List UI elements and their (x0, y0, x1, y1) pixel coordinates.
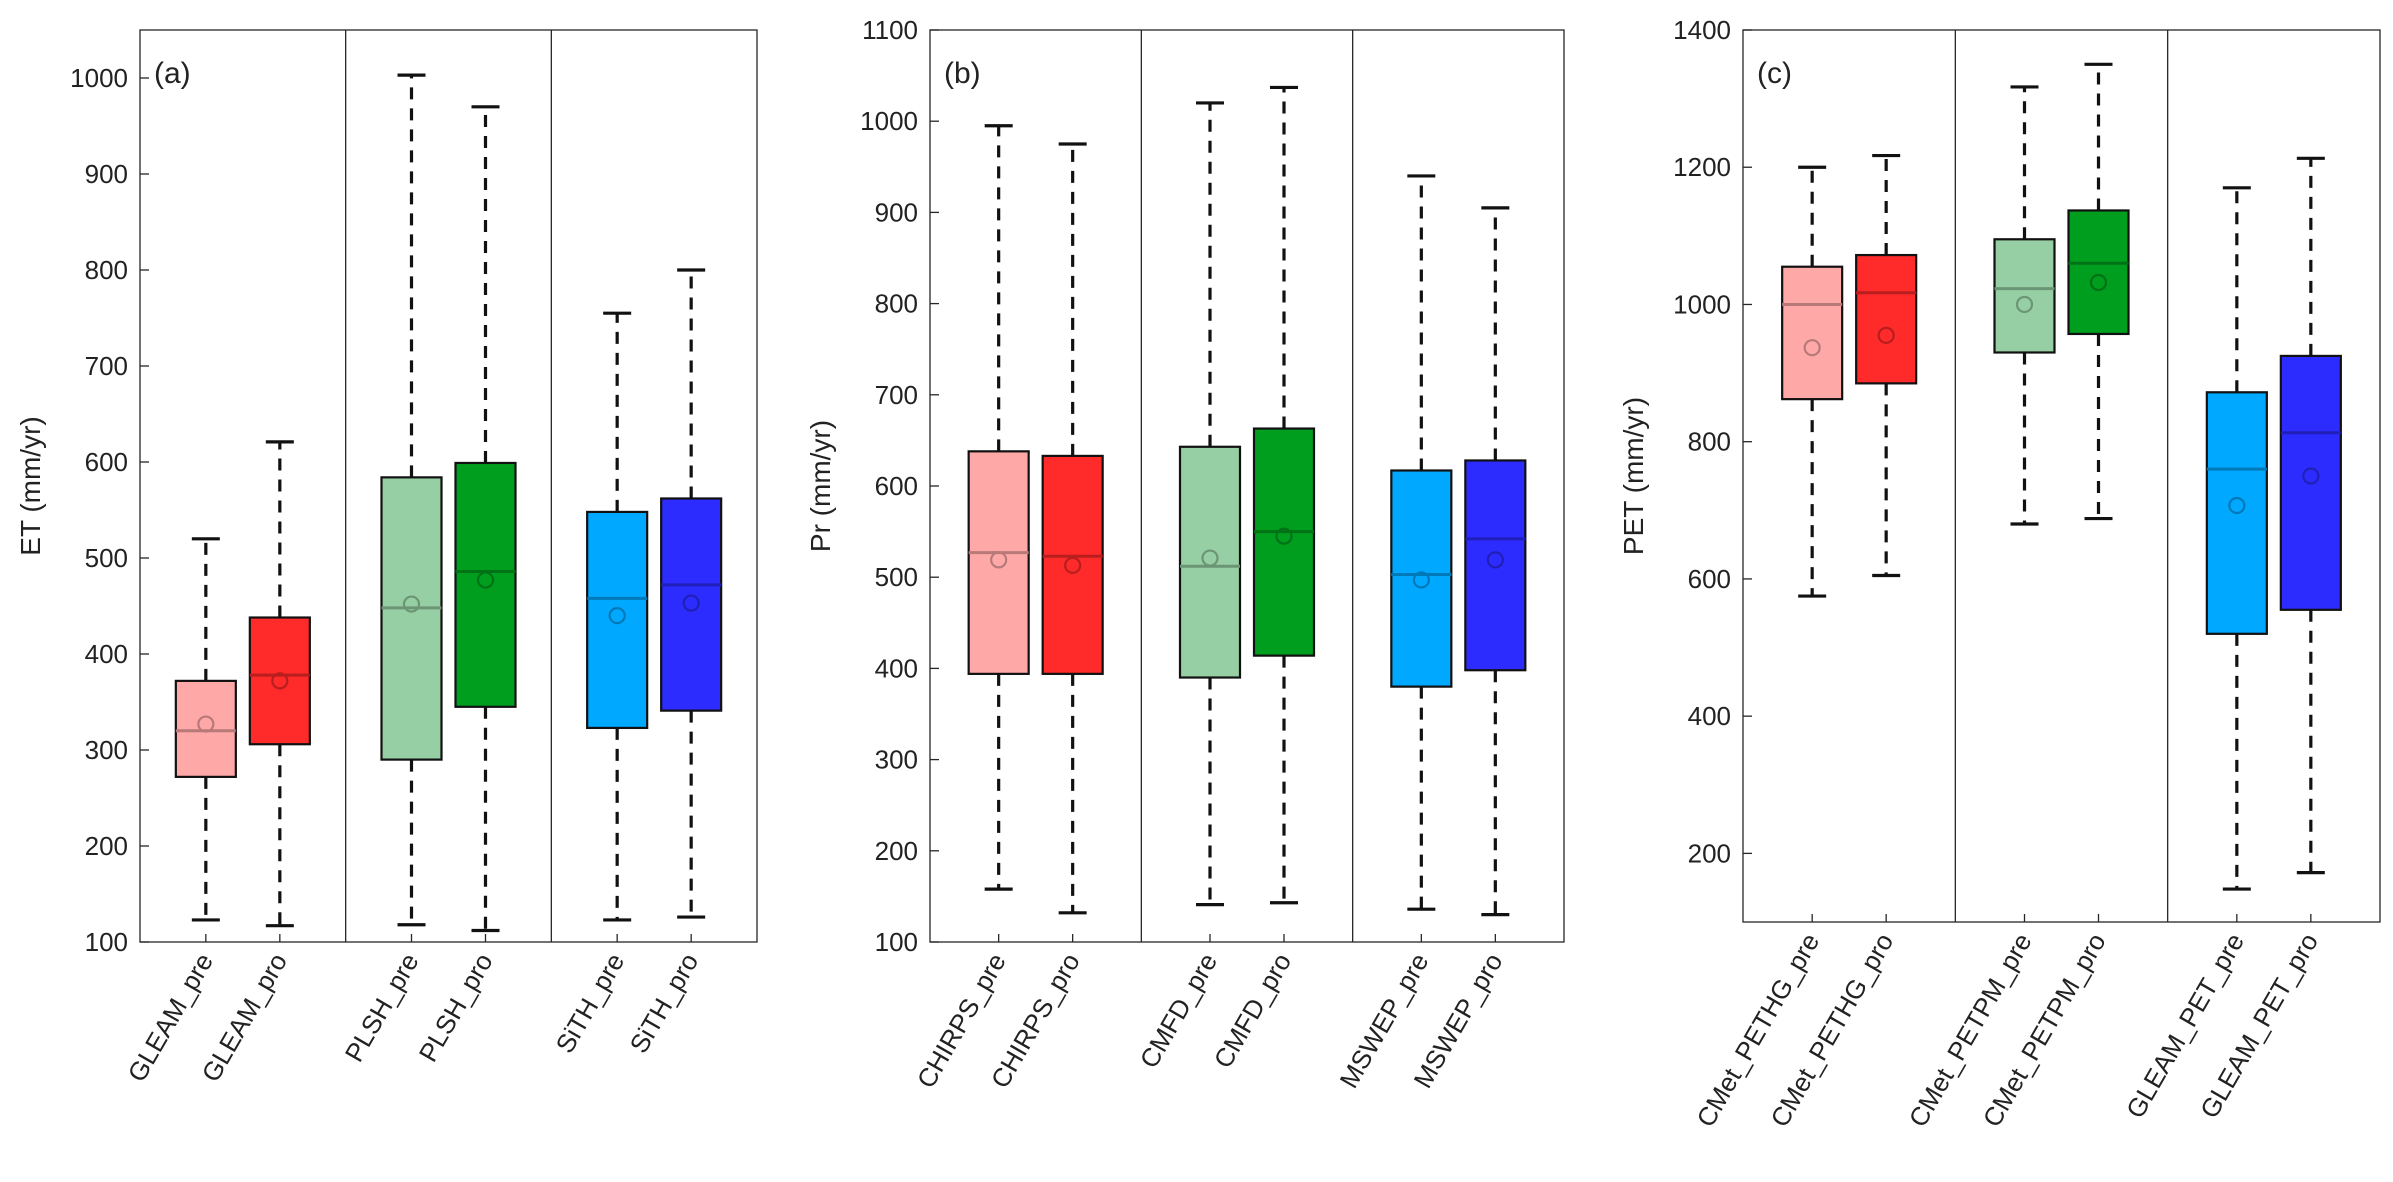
y-tick-label: 400 (85, 639, 128, 669)
panel-label: (a) (154, 57, 191, 90)
iqr-box (1464, 459, 1527, 672)
iqr-box (1252, 427, 1316, 657)
y-tick-label: 800 (1688, 427, 1731, 457)
y-tick-label: 200 (1688, 838, 1731, 868)
iqr-box (248, 616, 311, 746)
mean-marker (2015, 295, 2034, 314)
y-axis-label: ET (mm/yr) (15, 416, 46, 555)
y-tick-label: 400 (875, 653, 918, 683)
mean-marker (402, 595, 421, 613)
iqr-box (1855, 253, 1918, 385)
y-tick-label: 200 (875, 836, 918, 866)
iqr-box (967, 450, 1030, 675)
box-CMet_PETPM_pre: CMet_PETPM_pre (1903, 85, 2056, 1132)
y-tick-label: 900 (85, 159, 128, 189)
chart-panel-3: 200 400 600 800 1000 1200 1400 PET (mm/yr) (c) CM… (1618, 15, 2381, 1132)
y-tick-label: 1000 (860, 106, 918, 136)
box-CMFD_pre: CMFD_pre (1134, 101, 1242, 1073)
y-tick-label: 100 (85, 927, 128, 957)
y-tick-label: 400 (1688, 701, 1731, 731)
iqr-box (380, 476, 443, 761)
y-tick-label: 1400 (1673, 15, 1731, 45)
iqr-box (586, 510, 649, 730)
y-tick-label: 900 (875, 197, 918, 227)
panel-label: (b) (944, 57, 981, 90)
panel-label: (c) (1757, 57, 1792, 90)
y-tick-label: 1200 (1673, 152, 1731, 182)
mean-marker (476, 571, 495, 589)
box-GLEAM_PET_pre: GLEAM_PET_pre (2120, 186, 2268, 1123)
y-tick-label: 600 (85, 447, 128, 477)
y-tick-label: 600 (875, 471, 918, 501)
x-tick-label: SiTH_pro (623, 948, 704, 1058)
mean-marker (271, 672, 289, 690)
y-tick-label: 600 (1688, 564, 1731, 594)
y-tick-label: 500 (875, 562, 918, 592)
box-PLSH_pre: PLSH_pre (339, 73, 443, 1067)
x-tick-label: SiTH_pre (549, 948, 630, 1058)
plot-frame (1742, 29, 2381, 923)
y-axis-label: Pr (mm/yr) (805, 420, 836, 552)
iqr-box (1041, 454, 1104, 675)
mean-marker (2089, 273, 2108, 292)
box-SiTH_pre: SiTH_pre (549, 311, 649, 1058)
iqr-box (1178, 445, 1242, 679)
y-tick-label: 300 (875, 745, 918, 775)
iqr-box (454, 461, 517, 708)
iqr-box (660, 497, 723, 712)
plot-frame (139, 29, 758, 943)
x-tick-label: PLSH_pro (413, 948, 499, 1067)
mean-marker (2302, 467, 2320, 485)
mean-marker (1064, 556, 1082, 574)
mean-marker (608, 606, 626, 625)
mean-marker (1201, 549, 1219, 567)
y-tick-label: 800 (85, 255, 128, 285)
y-tick-label: 1100 (862, 15, 918, 45)
iqr-box (2067, 209, 2130, 336)
mean-marker (990, 551, 1008, 569)
y-tick-label: 200 (85, 831, 128, 861)
y-tick-label: 1000 (1673, 289, 1731, 319)
y-tick-label: 100 (875, 927, 918, 957)
mean-marker (1803, 339, 1821, 357)
chart-panel-2: 100 200 300 400 500 600 700 800 900 1000 1100 Pr (m… (805, 15, 1565, 1093)
mean-marker (1412, 571, 1430, 589)
iqr-box (174, 679, 237, 778)
y-tick-label: 700 (875, 380, 918, 410)
y-axis-label: PET (mm/yr) (1618, 397, 1649, 555)
y-tick-label: 1000 (70, 63, 128, 93)
iqr-box (1781, 265, 1844, 401)
mean-marker (1275, 527, 1293, 545)
x-tick-label: PLSH_pre (339, 948, 425, 1067)
y-tick-label: 800 (875, 289, 918, 319)
y-tick-label: 300 (85, 735, 128, 765)
mean-marker (1486, 551, 1504, 569)
mean-marker (2228, 496, 2246, 515)
y-tick-label: 700 (85, 351, 128, 381)
mean-marker (682, 594, 700, 612)
mean-marker (1877, 326, 1895, 344)
chart-panel-1: 100 200 300 400 500 600 700 800 900 1000 ET (mm/yr… (15, 29, 758, 1087)
box-MSWEP_pre: MSWEP_pre (1333, 174, 1453, 1093)
iqr-box (1390, 469, 1453, 688)
x-tick-label: CMFD_pro (1208, 948, 1298, 1073)
mean-marker (197, 715, 215, 733)
y-tick-label: 500 (85, 543, 128, 573)
box-GLEAM_pre: GLEAM_pre (122, 537, 237, 1087)
box-CHIRPS_pre: CHIRPS_pre (911, 124, 1030, 1093)
